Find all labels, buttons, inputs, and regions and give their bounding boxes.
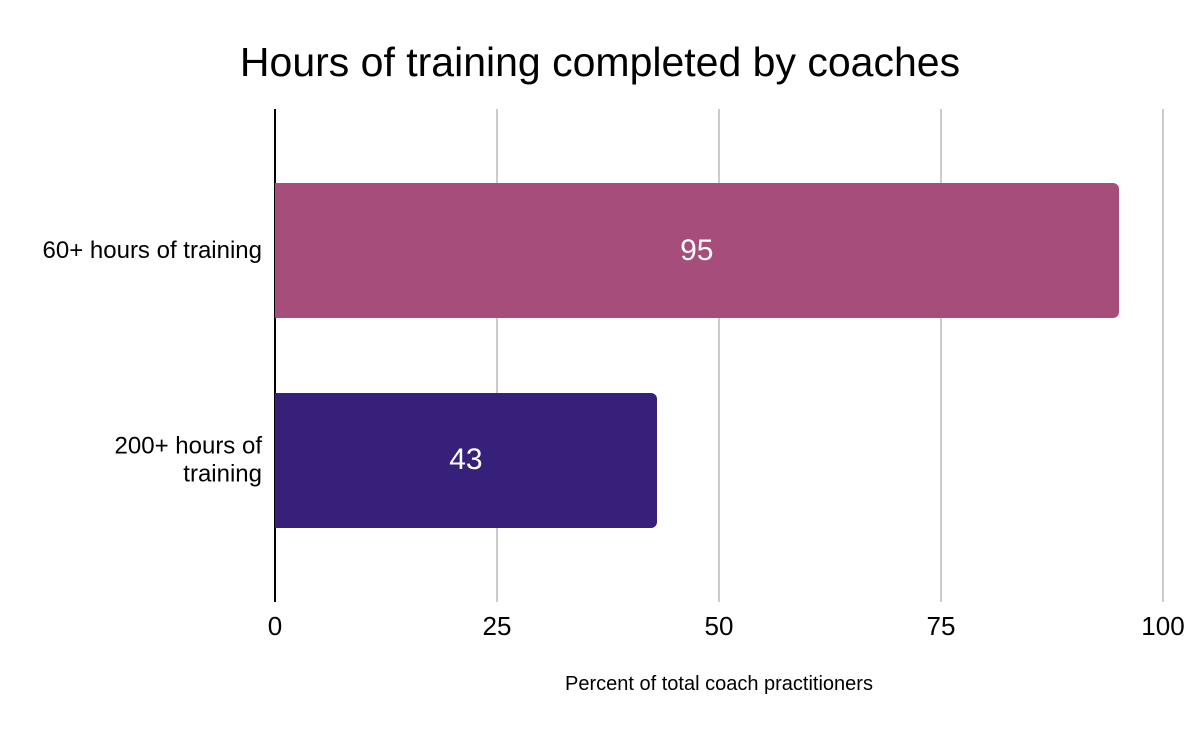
gridlines xyxy=(274,109,1164,602)
plot-area: 60+ hours of training 95 200+ hours of tra… xyxy=(43,109,1185,640)
x-axis-ticks: 0 25 50 75 100 xyxy=(268,611,1185,646)
gridline-25 xyxy=(496,109,498,602)
bar-1: 95 xyxy=(275,183,1119,319)
category-label: 200+ hours of training xyxy=(114,432,262,488)
gridline-100 xyxy=(1162,109,1164,602)
x-tick-label-25: 25 xyxy=(482,611,512,641)
chart-title: Hours of training completed by coaches xyxy=(239,39,961,85)
x-axis-title: Percent of total coach practitioners xyxy=(565,673,873,695)
y-axis-line xyxy=(274,109,276,602)
category-label: 60+ hours of training xyxy=(42,237,262,265)
x-tick-label-0: 0 xyxy=(267,611,283,641)
gridline-50 xyxy=(718,109,720,602)
x-tick-label-75: 75 xyxy=(926,611,956,641)
bar-row: 200+ hours of training 43 xyxy=(115,392,1163,528)
bar-row: 60+ hours of training 95 xyxy=(43,183,1163,319)
gridline-75 xyxy=(940,109,942,602)
bar-value-label: 43 xyxy=(449,443,483,477)
x-tick-label-100: 100 xyxy=(1141,611,1185,641)
bar-2: 43 xyxy=(275,392,657,528)
bars: 60+ hours of training 95 200+ hours of tra… xyxy=(43,109,1163,602)
x-tick-label-50: 50 xyxy=(704,611,734,641)
bar-value-label: 95 xyxy=(680,233,714,267)
